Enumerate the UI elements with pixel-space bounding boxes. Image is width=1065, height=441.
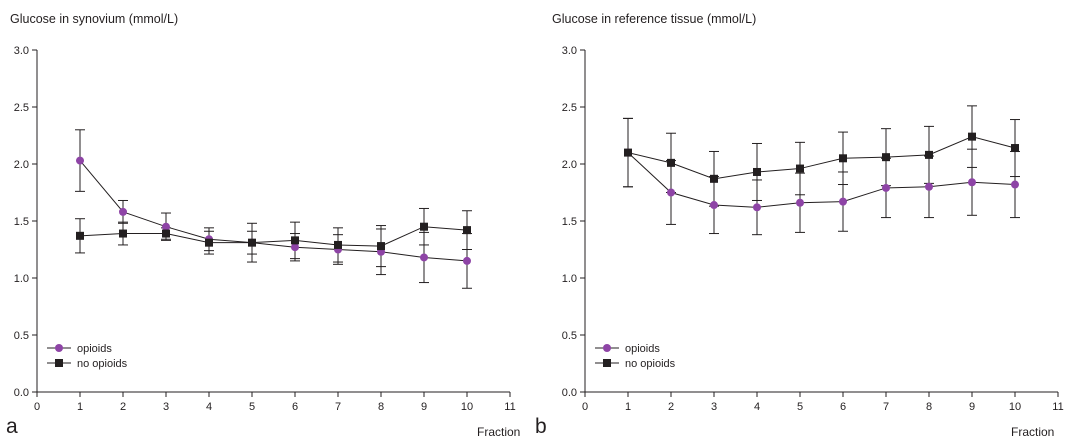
data-point-opioids (753, 203, 761, 212)
data-point-no-opioids (463, 226, 471, 235)
chart-panel-a: Glucose in synovium (mmol/L) 0.0 0.5 1.0 1.… (0, 0, 532, 441)
chart-plot-a: 0.0 0.5 1.0 1.5 2.0 2.5 3.0 0 1 2 3 4 5 6 7 8 9 10 11 opioi… (14, 45, 516, 413)
x-tick-label: 9 (421, 401, 427, 413)
legend-label: no opioids (625, 358, 676, 370)
data-point-no-opioids (76, 231, 84, 240)
x-tick-label: 2 (668, 401, 674, 413)
series-line (627, 152, 1016, 208)
panel-letter: a (6, 415, 18, 438)
x-tick-label: 9 (969, 401, 975, 413)
y-tick-label: 1.5 (562, 216, 577, 228)
data-point-no-opioids (796, 164, 804, 173)
x-tick-label: 5 (797, 401, 803, 413)
chart-panel-b: Glucose in reference tissue (mmol/L) 0.0… (533, 0, 1065, 441)
chart-title: Glucose in synovium (mmol/L) (10, 12, 179, 26)
data-point-opioids (882, 183, 890, 192)
x-tick-label: 6 (292, 401, 298, 413)
y-tick-label: 2.0 (14, 159, 29, 171)
data-point-no-opioids (291, 236, 299, 245)
data-point-no-opioids (119, 229, 127, 238)
data-point-opioids (796, 198, 804, 207)
x-tick-label: 0 (582, 401, 588, 413)
x-tick-label: 10 (461, 401, 473, 413)
x-tick-label: 8 (926, 401, 932, 413)
x-tick-label: 7 (335, 401, 341, 413)
data-point-opioids (420, 253, 428, 262)
x-tick-label: 8 (378, 401, 384, 413)
x-tick-label: 0 (34, 401, 40, 413)
data-point-no-opioids (1011, 144, 1019, 153)
y-tick-label: 3.0 (14, 45, 29, 57)
y-tick-label: 1.0 (562, 273, 577, 285)
x-tick-label: 4 (206, 401, 212, 413)
data-point-opioids (968, 178, 976, 187)
x-axis-label: Fraction (477, 425, 521, 439)
x-tick-label: 5 (249, 401, 255, 413)
data-point-no-opioids (753, 167, 761, 176)
x-tick-label: 11 (504, 401, 515, 413)
data-point-opioids (1011, 180, 1019, 189)
data-point-no-opioids (710, 174, 718, 183)
data-point-no-opioids (162, 229, 170, 238)
x-tick-label: 2 (120, 401, 126, 413)
legend-label: opioids (625, 343, 660, 355)
legend-marker-circle (603, 344, 611, 352)
series-line (627, 136, 1016, 180)
y-tick-label: 2.0 (562, 159, 577, 171)
x-tick-label: 3 (163, 401, 169, 413)
x-tick-label: 6 (840, 401, 846, 413)
legend-marker-square (603, 359, 611, 367)
data-point-no-opioids (839, 154, 847, 163)
chart-plot-b: 0.0 0.5 1.0 1.5 2.0 2.5 3.0 0 1 2 3 4 5 6 7 8 9 10 11 opioi… (562, 45, 1064, 413)
data-point-no-opioids (205, 238, 213, 247)
series-line (79, 226, 468, 247)
legend-marker-square (55, 359, 63, 367)
x-axis-label: Fraction (1011, 425, 1055, 439)
data-point-opioids (291, 243, 299, 252)
data-point-no-opioids (420, 222, 428, 231)
data-point-no-opioids (624, 148, 632, 157)
y-tick-label: 2.5 (562, 102, 577, 114)
x-tick-label: 7 (883, 401, 889, 413)
data-point-no-opioids (667, 158, 675, 167)
data-point-no-opioids (882, 153, 890, 162)
panel-letter: b (535, 415, 547, 438)
x-tick-label: 10 (1009, 401, 1021, 413)
data-point-no-opioids (334, 240, 342, 249)
data-point-no-opioids (248, 238, 256, 247)
x-tick-label: 1 (77, 401, 83, 413)
data-point-opioids (119, 207, 127, 216)
data-point-no-opioids (968, 132, 976, 141)
series-line (79, 160, 468, 262)
data-point-opioids (839, 197, 847, 206)
x-tick-label: 3 (711, 401, 717, 413)
x-tick-label: 11 (1052, 401, 1063, 413)
y-tick-label: 0.0 (14, 387, 29, 399)
y-tick-label: 1.0 (14, 273, 29, 285)
y-tick-label: 0.5 (562, 330, 577, 342)
data-point-opioids (667, 188, 675, 197)
x-tick-label: 4 (754, 401, 760, 413)
data-point-no-opioids (925, 150, 933, 159)
y-tick-label: 0.0 (562, 387, 577, 399)
x-tick-label: 1 (625, 401, 631, 413)
data-point-opioids (463, 256, 471, 265)
legend-label: opioids (77, 343, 112, 355)
y-tick-label: 0.5 (14, 330, 29, 342)
legend-label: no opioids (77, 358, 128, 370)
y-tick-label: 3.0 (562, 45, 577, 57)
data-point-opioids (710, 201, 718, 210)
legend-marker-circle (55, 344, 63, 352)
y-tick-label: 2.5 (14, 102, 29, 114)
data-point-opioids (925, 182, 933, 191)
chart-title: Glucose in reference tissue (mmol/L) (552, 12, 757, 26)
data-point-no-opioids (377, 242, 385, 251)
data-point-opioids (76, 156, 84, 165)
data-point-opioids (162, 222, 170, 231)
y-tick-label: 1.5 (14, 216, 29, 228)
